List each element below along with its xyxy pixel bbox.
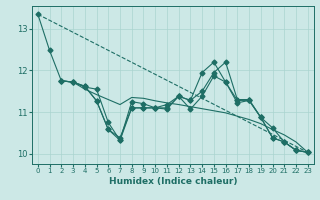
X-axis label: Humidex (Indice chaleur): Humidex (Indice chaleur) [108,177,237,186]
